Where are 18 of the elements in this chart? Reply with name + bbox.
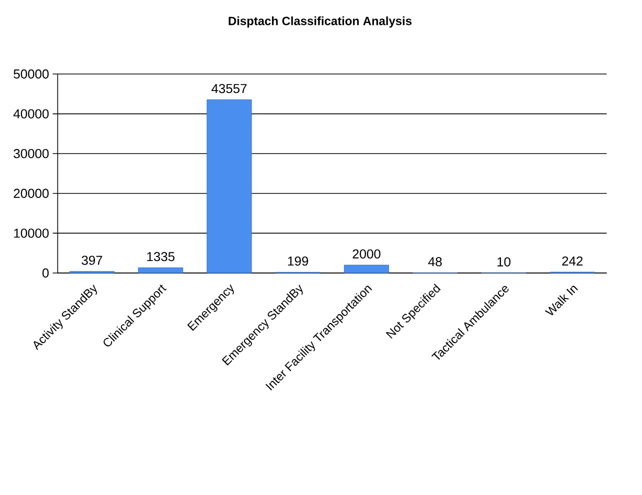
data-label: 2000: [352, 249, 380, 259]
data-label: 1335: [147, 252, 174, 262]
y-tick-label: 20000: [14, 188, 49, 198]
bar: [138, 267, 184, 274]
data-label: 43557: [212, 84, 247, 94]
data-label: 199: [288, 256, 308, 266]
y-tick-label: 10000: [14, 228, 49, 238]
data-label: 242: [562, 256, 583, 266]
bar: [344, 264, 389, 274]
y-tick-label: 0: [42, 268, 49, 278]
data-label: 397: [82, 256, 102, 265]
data-label: 48: [428, 257, 442, 266]
y-tick-label: 30000: [14, 149, 49, 158]
chart-title: Disptach Classification Analysis: [228, 16, 412, 28]
data-label: 10: [498, 257, 510, 266]
y-tick-label: 40000: [13, 109, 49, 118]
bar: [206, 99, 252, 274]
y-tick-label: 50000: [14, 69, 49, 79]
